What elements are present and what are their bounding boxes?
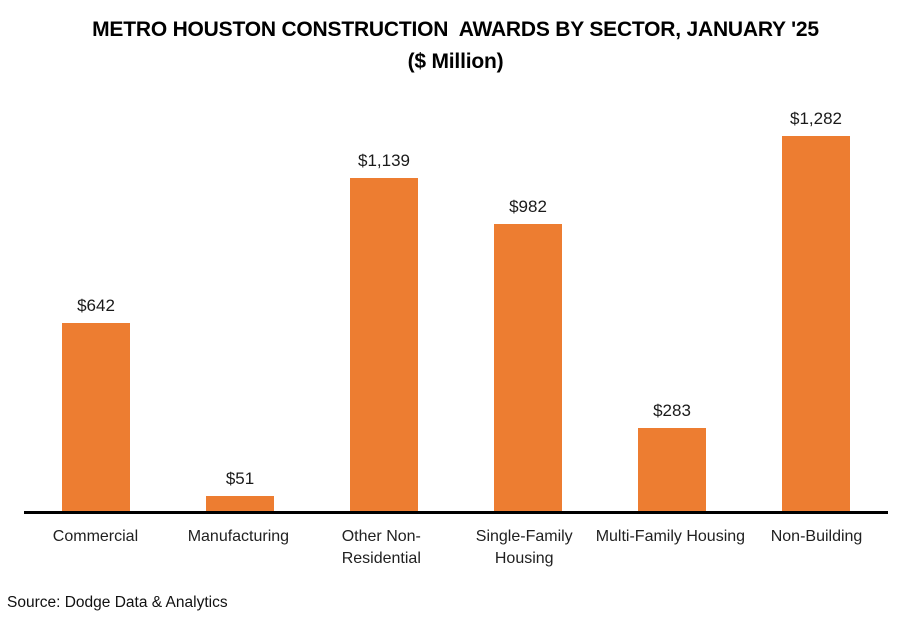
category-axis-labels: Commercial Manufacturing Other Non- Reside… [24,526,888,569]
category-label: Multi-Family Housing [595,528,746,545]
bar-slot: $642 [24,296,168,511]
bar-value-label: $51 [225,469,255,489]
bar-slot: $51 [168,469,312,511]
bar [62,323,130,511]
source-note: Source: Dodge Data & Analytics [7,594,228,611]
bar [782,136,850,511]
bar-slot: $982 [456,197,600,511]
category-label: Other Non- Residential [341,528,421,567]
bar-value-label: $642 [77,296,115,316]
chart-subtitle: ($ Million) [407,49,504,73]
category-label: Non-Building [770,528,863,545]
category-label: Single-Family Housing [475,528,573,567]
chart-title-block: METRO HOUSTON CONSTRUCTION AWARDS BY SEC… [0,14,911,76]
bar [494,223,562,511]
bar [350,177,418,511]
bar-value-label: $283 [653,401,691,421]
bar-slot: $283 [600,401,744,511]
bar [206,496,274,511]
x-axis-line [24,511,888,514]
category-label: Manufacturing [187,528,290,545]
chart-title: METRO HOUSTON CONSTRUCTION AWARDS BY SEC… [92,18,819,41]
category-label: Commercial [52,528,139,545]
bar [638,428,706,511]
bar-value-label: $1,282 [790,109,842,128]
plot-area: $642 $51 $1,139 $982 $283 $1,282 [24,91,888,511]
bar-slot: $1,282 [744,109,888,511]
bar-value-label: $982 [509,196,547,216]
bar-slot: $1,139 [312,151,456,511]
bar-value-label: $1,139 [358,150,410,170]
